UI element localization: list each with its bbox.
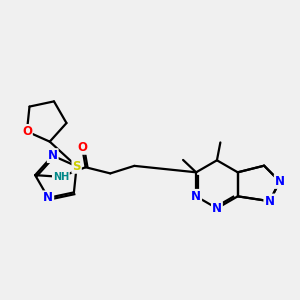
Text: N: N <box>265 195 275 208</box>
Text: S: S <box>72 160 81 173</box>
Text: O: O <box>77 141 87 154</box>
Text: N: N <box>191 190 201 203</box>
Text: N: N <box>265 195 275 208</box>
Text: N: N <box>212 202 222 215</box>
Text: NH: NH <box>53 172 69 182</box>
Text: N: N <box>48 149 58 162</box>
Text: O: O <box>22 125 32 138</box>
Text: N: N <box>275 175 285 188</box>
Text: N: N <box>43 191 53 204</box>
